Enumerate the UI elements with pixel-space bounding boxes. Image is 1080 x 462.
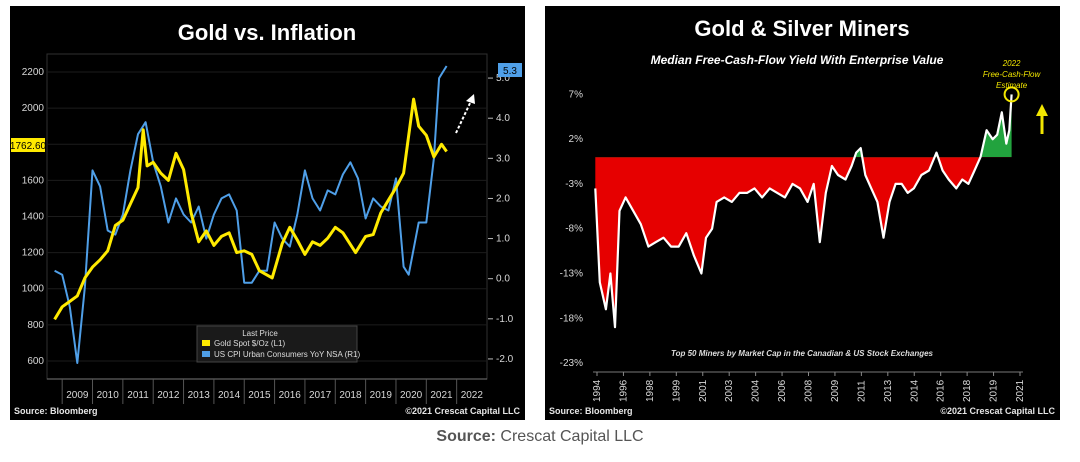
miners-x-tick-label: 1996 — [618, 379, 629, 402]
miners-x-tick-label: 2008 — [804, 379, 815, 402]
page-source-value: Crescat Capital LLC — [500, 428, 644, 445]
miners-y-tick-label: 7% — [569, 89, 584, 100]
left-last-value: 1762.60 — [10, 141, 47, 152]
legend-item-gold: Gold Spot $/Oz (L1) — [214, 339, 285, 348]
miners-x-tick-label: 2018 — [962, 379, 973, 402]
right-y-tick-label: 1.0 — [496, 234, 510, 245]
right-y-tick-label: -1.0 — [496, 314, 514, 325]
estimate-annotation: 2022 Free-Cash-Flow Estimate — [983, 59, 1042, 90]
miners-x-tick-label: 2003 — [724, 379, 735, 402]
miners-x-tick-label: 1998 — [645, 379, 656, 402]
right-chart-title: Gold & Silver Miners — [694, 16, 909, 41]
miners-y-tick-label: -23% — [560, 358, 583, 369]
miners-x-tick-label: 2004 — [751, 379, 762, 402]
miners-x-tick-label: 2014 — [909, 379, 920, 402]
left-y-tick-label: 2000 — [22, 103, 45, 114]
page-source-caption: Source: Crescat Capital LLC — [0, 428, 1080, 446]
us-cpi-line — [54, 65, 448, 364]
left-y-tick-label: 800 — [27, 320, 44, 331]
left-footer-copyright: ©2021 Crescat Capital LLC — [405, 406, 520, 416]
miners-y-tick-label: -8% — [565, 224, 583, 235]
left-x-tick-label: 2010 — [97, 390, 120, 401]
miners-x-tick-label: 2006 — [777, 379, 788, 402]
miners-x-tick-label: 2021 — [1015, 379, 1026, 402]
miners-x-tick-label: 1999 — [671, 379, 682, 402]
left-y-tick-label: 600 — [27, 356, 44, 367]
page-source-label: Source: — [436, 428, 496, 445]
left-y-tick-label: 1600 — [22, 175, 45, 186]
left-x-tick-label: 2019 — [370, 390, 393, 401]
left-y-tick-label: 1400 — [22, 212, 45, 223]
legend-title: Last Price — [242, 329, 278, 338]
right-footer-source: Source: Bloomberg — [549, 406, 633, 416]
miners-y-tick-label: -18% — [560, 313, 583, 324]
left-x-tick-label: 2022 — [461, 390, 484, 401]
miners-x-tick-label: 1994 — [592, 379, 603, 402]
fcf-yield-line — [594, 94, 1013, 329]
estimate-annotation-line: 2022 — [1002, 59, 1021, 68]
left-y-tick-label: 2200 — [22, 67, 45, 78]
left-last-value-tag: 1762.60 — [10, 138, 47, 152]
miners-y-tick-label: -13% — [560, 268, 583, 279]
left-x-tick-label: 2012 — [157, 390, 180, 401]
left-footer-source: Source: Bloomberg — [14, 406, 98, 416]
left-x-tick-label: 2021 — [430, 390, 453, 401]
left-x-tick-label: 2011 — [127, 390, 149, 401]
right-last-value: 5.3 — [503, 66, 517, 77]
miners-note: Top 50 Miners by Market Cap in the Canad… — [671, 349, 934, 358]
up-arrow-icon — [1036, 104, 1048, 134]
legend-swatch-cpi — [202, 351, 210, 357]
right-y-tick-label: 2.0 — [496, 193, 510, 204]
left-x-tick-label: 2015 — [248, 390, 271, 401]
left-arrow-shaft — [455, 100, 472, 134]
left-y-tick-label: 1200 — [22, 248, 45, 259]
right-y-tick-label: 3.0 — [496, 153, 510, 164]
left-arrow-head — [466, 94, 475, 104]
right-y-tick-label: 4.0 — [496, 113, 510, 124]
legend-swatch-gold — [202, 340, 210, 346]
miners-x-tick-label: 2001 — [698, 379, 709, 402]
negative-yield-area — [595, 157, 1012, 328]
positive-yield-area — [854, 94, 1012, 158]
legend-item-cpi: US CPI Urban Consumers YoY NSA (R1) — [214, 350, 360, 359]
left-chart-title: Gold vs. Inflation — [178, 20, 356, 45]
gold-vs-inflation-chart: Gold vs. Inflation 600 800 1000 1200 1400 160… — [10, 6, 525, 420]
miners-y-tick-label: -3% — [565, 179, 583, 190]
gold-silver-miners-chart: Gold & Silver Miners Median Free-Cash-Fl… — [545, 6, 1060, 420]
left-x-tick-label: 2018 — [339, 390, 362, 401]
estimate-circle — [1003, 86, 1020, 103]
left-x-tick-label: 2016 — [279, 390, 302, 401]
left-legend: Last Price Gold Spot $/Oz (L1) US CPI Ur… — [196, 325, 360, 363]
miners-x-tick-label: 2013 — [883, 379, 894, 402]
gold-spot-line — [53, 97, 448, 321]
left-x-tick-label: 2017 — [309, 390, 332, 401]
miners-x-tick-label: 2009 — [830, 379, 841, 402]
miners-x-tick-label: 2019 — [989, 379, 1000, 402]
left-x-tick-label: 2013 — [188, 390, 211, 401]
estimate-annotation-line: Free-Cash-Flow — [983, 70, 1042, 79]
right-y-tick-label: 5.0 — [496, 73, 510, 84]
right-last-value-tag: 5.3 — [498, 63, 522, 77]
left-x-tick-label: 2014 — [218, 390, 241, 401]
miners-y-tick-label: 2% — [569, 134, 584, 145]
estimate-annotation-line: Estimate — [996, 81, 1028, 90]
right-y-tick-label: 0.0 — [496, 274, 510, 285]
right-y-tick-label: -2.0 — [496, 354, 514, 365]
left-y-tick-label: 1000 — [22, 284, 45, 295]
miners-x-tick-label: 2016 — [936, 379, 947, 402]
right-footer-copyright: ©2021 Crescat Capital LLC — [940, 406, 1055, 416]
left-x-tick-label: 2009 — [66, 390, 89, 401]
left-x-tick-label: 2020 — [400, 390, 423, 401]
right-chart-subtitle: Median Free-Cash-Flow Yield With Enterpr… — [651, 53, 944, 67]
miners-x-tick-label: 2011 — [856, 380, 867, 402]
